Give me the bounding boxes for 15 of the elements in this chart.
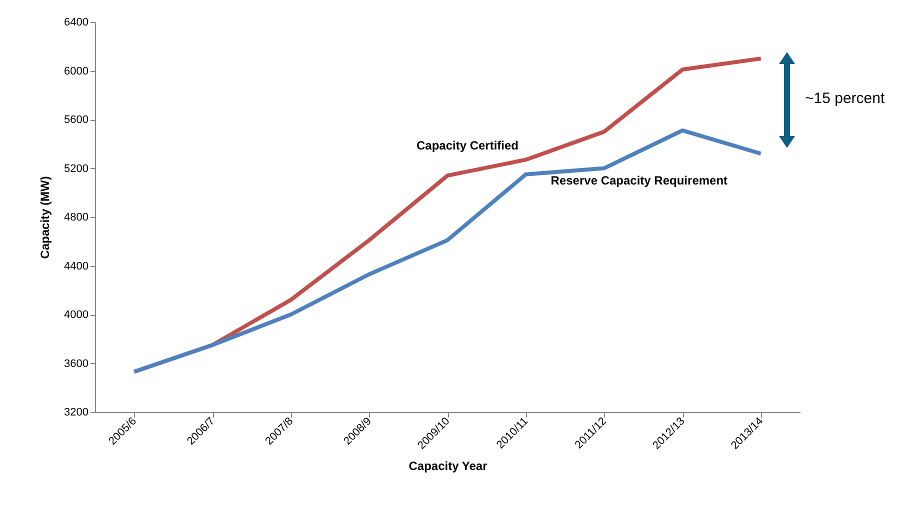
- series-label: Reserve Capacity Requirement: [550, 173, 728, 188]
- y-tick-label: 6000: [64, 65, 88, 78]
- y-tick-label: 3200: [64, 406, 88, 418]
- y-tick-label: 6400: [64, 16, 88, 28]
- y-tick-label: 3600: [64, 358, 88, 370]
- y-tick-label: 5600: [64, 114, 88, 126]
- y-tick-label: 5200: [64, 162, 88, 175]
- y-tick-label: 4000: [64, 309, 88, 321]
- y-tick-label: 4800: [64, 212, 88, 224]
- y-tick-label: 4400: [64, 260, 88, 272]
- x-axis-title: Capacity Year: [408, 459, 488, 474]
- y-axis-title: Capacity (MW): [38, 176, 52, 259]
- text: ~15 percent: [805, 90, 885, 107]
- series-label: Capacity Certified: [416, 138, 519, 153]
- line-series: [132, 128, 763, 374]
